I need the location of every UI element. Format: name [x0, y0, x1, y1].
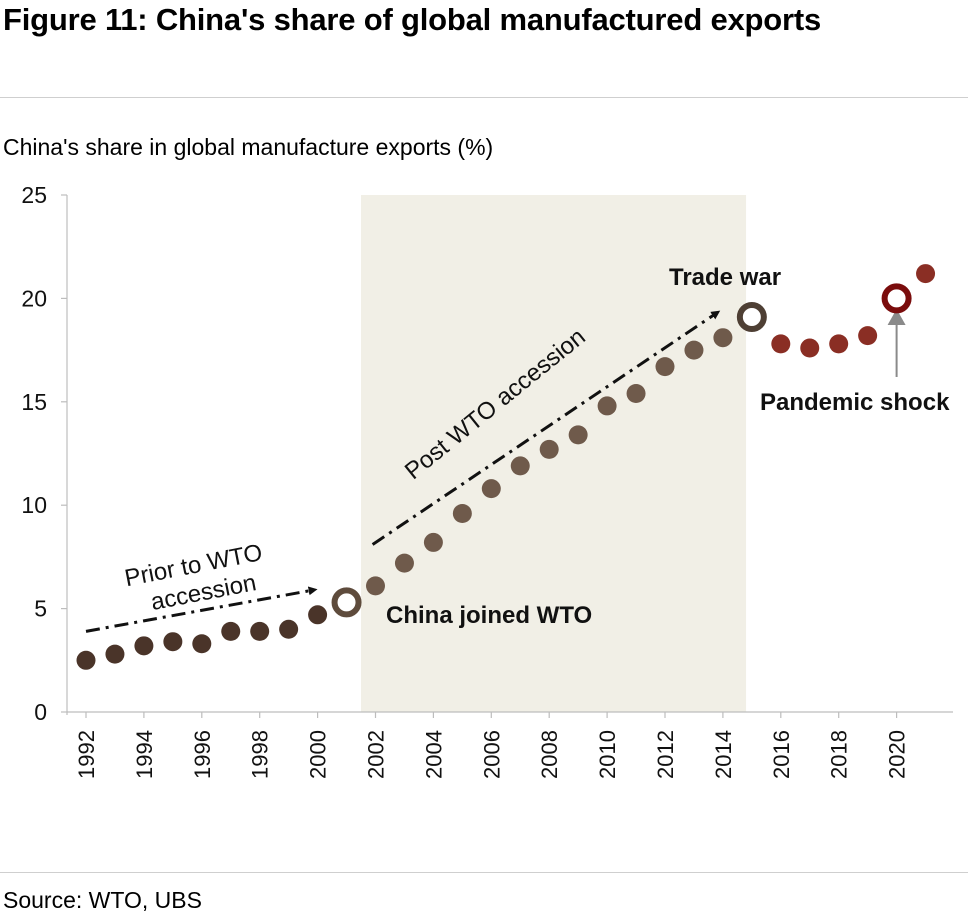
x-tick-label: 2012 — [653, 730, 678, 779]
data-point — [539, 439, 559, 459]
y-tick-label: 10 — [21, 492, 47, 518]
data-point — [684, 340, 704, 360]
footer-divider — [0, 872, 968, 873]
x-tick-label: 1992 — [74, 730, 99, 779]
highlight-point — [881, 283, 912, 314]
data-point — [452, 503, 472, 523]
data-point — [800, 338, 820, 358]
data-point — [192, 634, 212, 654]
data-point — [250, 621, 270, 641]
data-point — [771, 334, 791, 354]
highlight-point — [736, 302, 767, 333]
data-point — [221, 621, 241, 641]
pandemic-arrow-head — [887, 308, 906, 325]
y-axis-label: China's share in global manufacture expo… — [3, 134, 494, 160]
annotation-trade-war: Trade war — [669, 264, 781, 291]
data-point — [510, 456, 530, 476]
data-point — [105, 644, 125, 664]
x-tick-label: 2016 — [769, 730, 794, 779]
title-divider — [0, 97, 968, 98]
scatter-chart: 0 5 10 15 20 25 1992 1994 1996 1998 2000 2002 2004 20… — [21, 182, 953, 779]
y-tick-label: 15 — [21, 389, 47, 415]
data-point — [655, 357, 675, 377]
data-point — [366, 576, 385, 596]
annotation-pandemic-shock: Pandemic shock — [760, 389, 950, 416]
chart-title: Figure 11: China's share of global manuf… — [3, 2, 822, 37]
x-tick-label: 2002 — [364, 730, 389, 779]
data-point — [163, 632, 183, 652]
x-tick-label: 1996 — [190, 730, 215, 779]
prior-wto-trend-arrow — [85, 586, 318, 633]
data-point — [481, 479, 501, 499]
data-point — [597, 396, 617, 416]
x-tick-label: 2014 — [711, 730, 736, 779]
annotation-china-joined-wto: China joined WTO — [386, 602, 592, 629]
y-tick-label: 5 — [34, 596, 47, 622]
data-point — [394, 553, 414, 573]
x-tick-label: 2004 — [421, 730, 446, 779]
x-tick-label: 2010 — [595, 730, 620, 779]
data-point — [829, 334, 849, 354]
x-tick-label: 2018 — [827, 730, 852, 779]
data-point — [279, 619, 299, 639]
y-tick-label: 20 — [21, 285, 47, 311]
x-tick-label: 2006 — [479, 730, 504, 779]
post-wto-trend-arrow — [371, 310, 721, 546]
data-point — [626, 384, 646, 404]
x-tick-label: 2020 — [885, 730, 910, 779]
data-point — [916, 264, 936, 284]
data-point — [76, 650, 96, 670]
x-tick-label: 2008 — [537, 730, 562, 779]
data-point — [308, 605, 328, 625]
data-point — [568, 425, 588, 445]
x-tick-label: 2000 — [306, 730, 331, 779]
y-tick-label: 0 — [34, 699, 47, 725]
x-tick-label: 1998 — [248, 730, 273, 779]
y-tick-label: 25 — [21, 182, 47, 208]
data-point — [858, 326, 878, 346]
source-note: Source: WTO, UBS — [3, 887, 202, 913]
x-tick-label: 1994 — [132, 730, 157, 779]
data-point — [423, 532, 443, 552]
data-point — [713, 328, 733, 348]
data-point — [134, 636, 154, 656]
highlight-point — [331, 587, 362, 618]
